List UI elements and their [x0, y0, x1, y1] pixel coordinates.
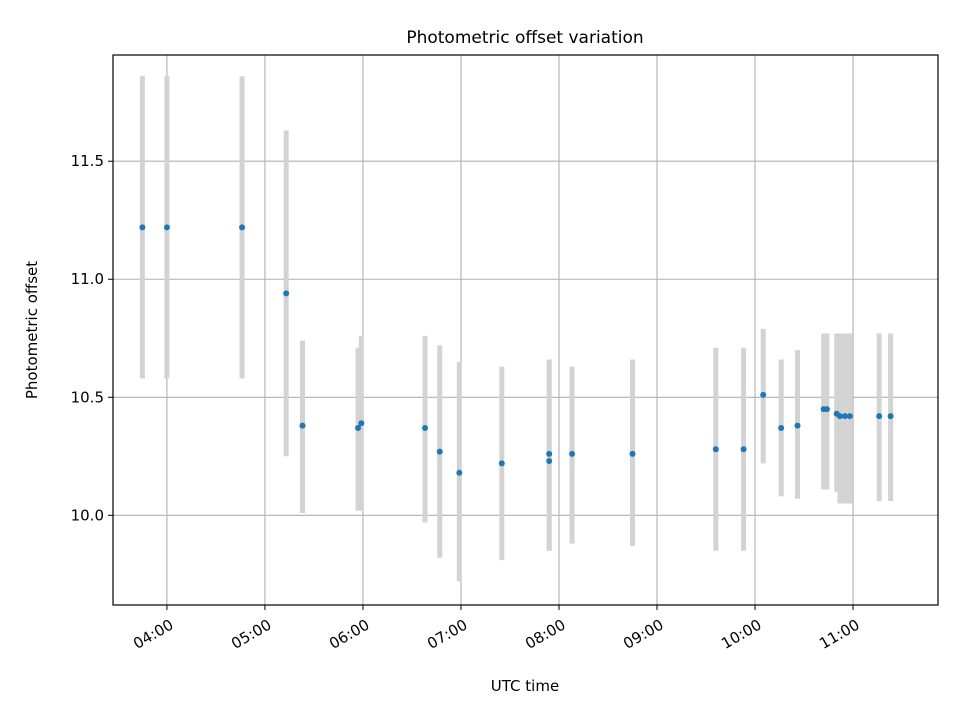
data-point [841, 413, 848, 420]
x-axis-label: UTC time [491, 677, 559, 695]
plot-area-frame [112, 54, 939, 606]
y-tick-label: 10.5 [71, 388, 104, 406]
data-point [358, 420, 365, 427]
data-point [887, 413, 894, 420]
data-point [629, 450, 636, 457]
y-axis-label: Photometric offset [23, 261, 41, 399]
data-point [546, 458, 553, 465]
data-point [846, 413, 853, 420]
y-tick-label: 11.0 [71, 270, 104, 288]
data-point [299, 422, 306, 429]
data-point [778, 424, 785, 431]
data-point [456, 469, 463, 476]
data-point [283, 290, 290, 297]
data-point [836, 413, 843, 420]
data-point [436, 448, 443, 455]
y-axis-ticks: 10.0 10.5 11.0 11.5 [71, 152, 113, 524]
data-point [139, 224, 146, 231]
y-tick-label: 10.0 [71, 506, 104, 524]
data-point [794, 422, 801, 429]
data-point [239, 224, 246, 231]
data-point [712, 446, 719, 453]
data-points [139, 224, 894, 476]
data-point [163, 224, 170, 231]
data-point [876, 413, 883, 420]
data-point [355, 424, 362, 431]
data-point [760, 391, 767, 398]
grid [113, 55, 938, 605]
data-point [569, 450, 576, 457]
data-point [422, 424, 429, 431]
data-point [546, 450, 553, 457]
data-point [498, 460, 505, 467]
data-point [740, 446, 747, 453]
y-tick-label: 11.5 [71, 152, 104, 170]
chart-title: Photometric offset variation [406, 28, 643, 48]
data-point [823, 406, 830, 413]
